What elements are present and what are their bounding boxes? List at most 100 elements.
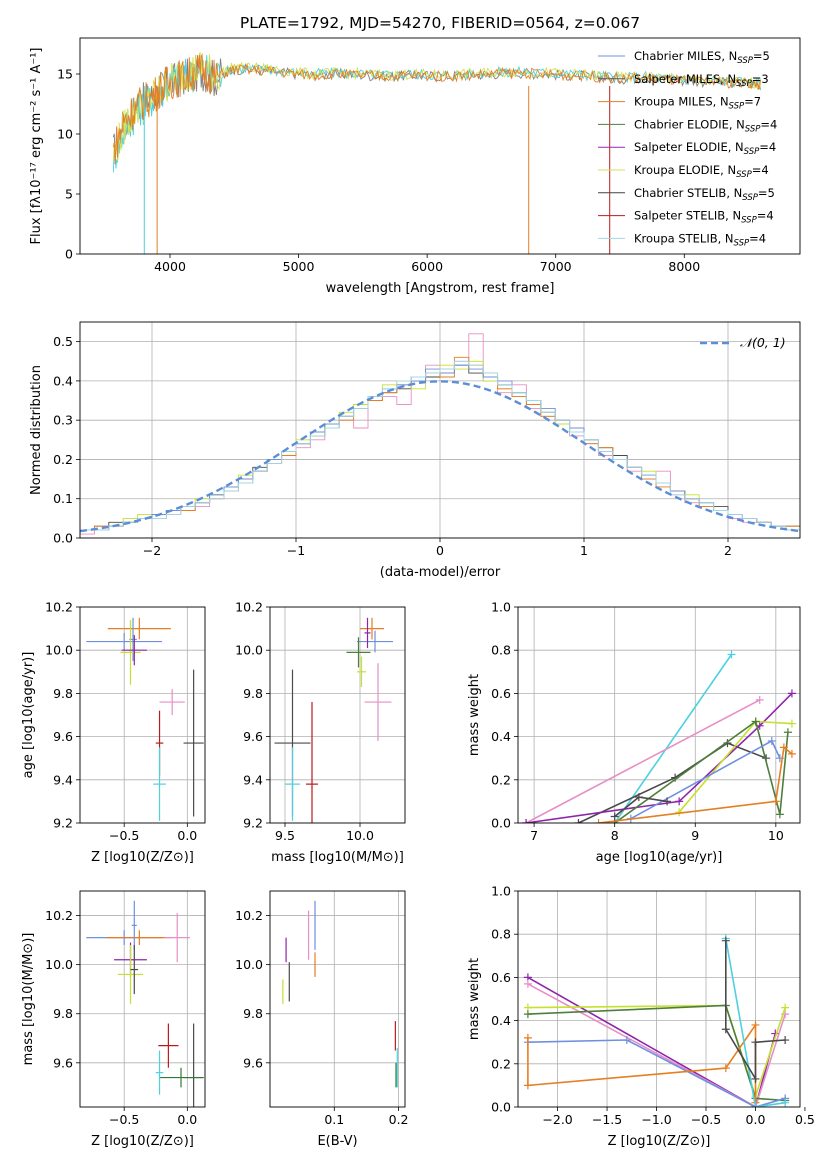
- y-tick-label: 9.8: [53, 686, 73, 701]
- y-tick-label: 9.2: [53, 816, 73, 831]
- y-tick-label: 0.4: [491, 729, 511, 744]
- plot-area: [518, 891, 800, 1107]
- x-tick-label: −0.5: [109, 828, 139, 843]
- plot-area: [270, 607, 405, 823]
- errorbar-point: [164, 913, 190, 963]
- y-axis-label: mass weight: [467, 674, 482, 756]
- axes-frame: [269, 606, 406, 824]
- x-tick-label: −2: [143, 543, 161, 558]
- y-tick-label: 9.4: [243, 772, 263, 787]
- errorbar-point: [159, 689, 185, 715]
- x-tick-label: −1.5: [592, 1112, 622, 1127]
- x-axis-label: Z [log10(Z/Z⊙)]: [91, 1134, 194, 1149]
- legend-label: Salpeter STELIB, NSSP=4: [634, 209, 774, 226]
- x-axis-label: wavelength [Angstrom, rest frame]: [326, 281, 555, 296]
- errorbar-point: [117, 945, 144, 1004]
- chart-panel-8: −2.0 −1.5 −1.0 −0.5 0.0 0.5 0.0 0.2 0.4 0.6 0.8 1.0…: [467, 884, 815, 1150]
- y-tick-label: 9.4: [53, 772, 73, 787]
- errorbar-point: [364, 663, 392, 741]
- errorbar-point: [285, 747, 300, 821]
- mass-weight-marker: [787, 719, 796, 728]
- mass-weight-marker: [610, 812, 619, 821]
- y-tick-label: 0: [65, 247, 73, 262]
- mass-weight-marker: [727, 650, 736, 659]
- x-axis-label: Z [log10(Z/Z⊙)]: [608, 1134, 711, 1149]
- x-tick-label: 5000: [283, 259, 315, 274]
- mass-weight-marker: [779, 743, 788, 752]
- mass-weight-marker: [751, 1038, 760, 1047]
- mass-weight-marker: [751, 1103, 760, 1107]
- histogram-step: [80, 360, 800, 538]
- x-tick-label: 10.0: [346, 828, 374, 843]
- x-tick-label: −1.0: [641, 1112, 671, 1127]
- plot-area: [518, 607, 800, 823]
- y-tick-label: 10.2: [45, 600, 73, 615]
- mass-weight-marker: [675, 797, 684, 806]
- x-tick-label: 1: [580, 543, 588, 558]
- axes-frame: [79, 890, 206, 1108]
- y-tick-label: 0.8: [491, 927, 511, 942]
- errorbar-point: [106, 930, 173, 945]
- y-axis-label: mass [log10(M/M⊙)]: [21, 933, 36, 1066]
- x-tick-label: 8: [611, 828, 619, 843]
- mass-weight-line: [598, 745, 793, 823]
- errorbar-point: [306, 702, 318, 823]
- y-tick-label: 0.2: [491, 772, 511, 787]
- y-tick-label: 10.0: [45, 643, 73, 658]
- x-axis-label: E(B-V): [317, 1134, 357, 1149]
- x-tick-label: 6000: [411, 259, 443, 274]
- y-tick-label: 0.4: [53, 373, 73, 388]
- x-tick-label: −0.5: [109, 1112, 139, 1127]
- mass-weight-marker: [751, 717, 760, 726]
- x-tick-label: −0.5: [691, 1112, 721, 1127]
- axes-frame: [79, 321, 801, 539]
- errorbar-point: [346, 637, 371, 668]
- y-tick-label: 0.1: [53, 491, 73, 506]
- x-axis-label: mass [log10(M/M⊙)]: [271, 850, 404, 865]
- x-tick-label: 0: [436, 543, 444, 558]
- x-tick-label: −2.0: [542, 1112, 572, 1127]
- x-tick-label: 9: [691, 828, 699, 843]
- y-tick-label: 9.8: [243, 1006, 263, 1021]
- errorbar-point: [107, 617, 171, 640]
- mass-weight-marker: [523, 1010, 532, 1019]
- x-tick-label: 0.5: [795, 1112, 815, 1127]
- errorbar-point: [86, 632, 163, 651]
- mass-weight-line: [527, 1004, 786, 1102]
- y-axis-label: age [log10(age/yr)]: [21, 652, 36, 779]
- legend-label: Kroupa STELIB, NSSP=4: [634, 231, 766, 248]
- spectrum-line: [112, 53, 761, 164]
- mass-weight-marker: [523, 979, 532, 988]
- x-tick-label: 0.0: [177, 1112, 197, 1127]
- mass-weight-marker: [721, 1025, 730, 1034]
- chart-panel-4: 9.5 10.0 9.2 9.4 9.6 9.8 10.0 10.2 mass [log10(M…: [235, 600, 406, 865]
- errorbar-point: [159, 1067, 203, 1088]
- mass-weight-marker: [771, 797, 780, 806]
- x-tick-label: 7000: [540, 259, 572, 274]
- errorbar-point: [155, 1050, 164, 1095]
- x-tick-label: 2: [724, 543, 732, 558]
- errorbar-point: [364, 617, 371, 649]
- y-tick-label: 9.6: [243, 1055, 263, 1070]
- y-tick-label: 9.8: [53, 1006, 73, 1021]
- chart-panel-6: −0.5 0.0 9.6 9.8 10.0 10.2 Z [log10(Z/Z⊙)] mass…: [21, 890, 206, 1149]
- errorbar-point: [130, 945, 139, 995]
- mass-weight-marker: [787, 749, 796, 758]
- y-tick-label: 10.0: [235, 643, 263, 658]
- mass-weight-line: [614, 720, 789, 823]
- mass-weight-line: [527, 1039, 786, 1107]
- mass-weight-line: [525, 699, 761, 823]
- x-axis-label: age [log10(age/yr)]: [596, 850, 723, 865]
- x-tick-label: 0.0: [746, 1112, 766, 1127]
- figure-title: PLATE=1792, MJD=54270, FIBERID=0564, z=0…: [240, 14, 640, 32]
- x-tick-label: 10: [768, 828, 784, 843]
- chart-panel-2: −2 −1 0 1 2 0.0 0.1 0.2 0.3 0.4 0.5 (data-model)/er…: [29, 321, 801, 580]
- spectrum-line: [112, 52, 761, 162]
- mass-weight-marker: [522, 819, 531, 823]
- y-tick-label: 10.0: [45, 957, 73, 972]
- errorbar-point: [158, 1023, 179, 1068]
- plot-area: [112, 52, 761, 254]
- x-tick-label: 0.1: [324, 1112, 344, 1127]
- axes-frame: [79, 37, 801, 255]
